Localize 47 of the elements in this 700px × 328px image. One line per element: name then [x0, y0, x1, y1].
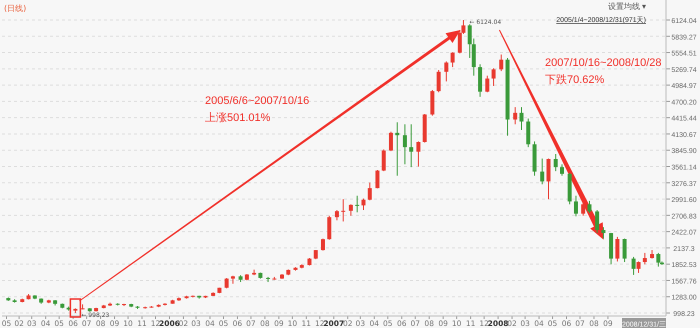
- candlestick: [320, 238, 325, 252]
- candlestick: [636, 260, 641, 274]
- annotation: 设置均线 ▾: [608, 2, 646, 11]
- candlestick: [375, 170, 380, 189]
- candlestick: [632, 256, 636, 276]
- candlestick: [468, 24, 472, 58]
- candlestick: [574, 195, 578, 217]
- candlestick: [416, 140, 420, 168]
- candlestick: [601, 226, 606, 240]
- candlestick: [560, 164, 564, 176]
- candlestick: [334, 210, 339, 221]
- candlestick: [402, 124, 407, 165]
- candlestick: [388, 131, 393, 152]
- candlestick: [355, 195, 360, 213]
- candlestick: [595, 210, 600, 234]
- candlestick: [546, 158, 551, 200]
- candlestick: [642, 252, 647, 265]
- candlestick: [368, 182, 372, 201]
- candlestick: [526, 118, 530, 148]
- candlestick: [581, 200, 586, 216]
- candlestick: [382, 148, 386, 172]
- candlestick: [361, 198, 366, 211]
- candlestick: [450, 52, 455, 68]
- candlestick: [444, 60, 448, 82]
- candlestick: [327, 215, 332, 240]
- candlestick: [430, 89, 434, 116]
- candlestick: [622, 238, 627, 263]
- candlestick: [341, 198, 346, 222]
- candlestick: [314, 250, 318, 260]
- candlestick: [656, 252, 660, 268]
- candlestick: [485, 75, 490, 93]
- candlestick: [409, 124, 414, 168]
- text: (日线): [4, 4, 26, 13]
- candlestick: [615, 236, 620, 262]
- candlestick: [348, 204, 353, 216]
- candlestick: [436, 69, 441, 93]
- annotation: 2007/10/16~2008/10/28 下跌70.62%: [545, 57, 662, 86]
- candlestick: [224, 278, 229, 289]
- candlestick: [519, 106, 524, 130]
- candlestick: [499, 54, 504, 72]
- candlestick: [540, 158, 544, 185]
- annotation: 2005/6/6~2007/10/16 上涨501.01%: [205, 95, 310, 124]
- candlestick: [472, 38, 476, 76]
- candlestick: [554, 154, 558, 172]
- candlestick: [587, 200, 592, 214]
- candlestick: [513, 106, 518, 125]
- candlestick: [492, 68, 496, 86]
